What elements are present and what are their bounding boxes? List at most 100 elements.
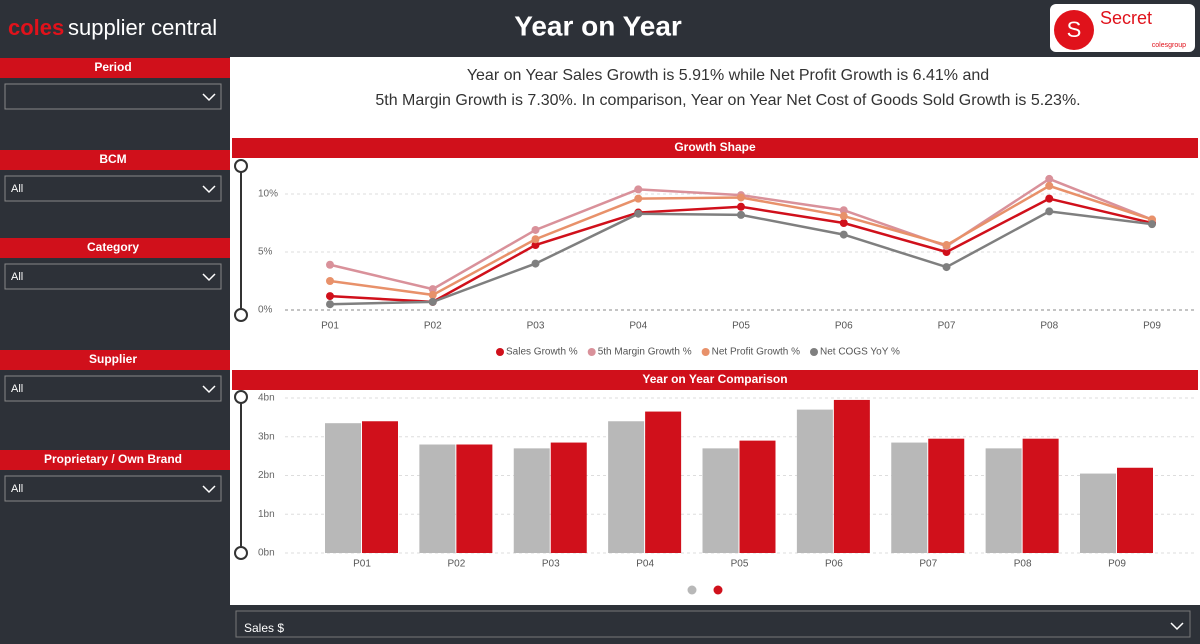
point	[531, 241, 540, 250]
point	[428, 285, 437, 294]
bar	[513, 448, 550, 553]
bar	[796, 409, 833, 553]
filter-value: All	[11, 383, 23, 395]
point	[1045, 207, 1054, 216]
point	[326, 300, 334, 309]
badge-letter: S	[1067, 17, 1082, 42]
filter-value: All	[11, 483, 23, 495]
point	[531, 225, 540, 234]
legend-label: Net COGS YoY %	[820, 347, 900, 358]
bar	[419, 444, 456, 553]
x-tick-label: P01	[321, 321, 339, 332]
bar	[739, 440, 776, 553]
slider-handle[interactable]	[234, 546, 248, 560]
filter-label: Supplier	[89, 352, 137, 366]
bar	[456, 444, 493, 553]
y-tick-label: 5%	[258, 247, 273, 258]
filter-dropdown[interactable]	[4, 263, 222, 290]
bar	[608, 421, 645, 553]
legend-label: 5th Margin Growth %	[598, 347, 692, 358]
y-tick-label: 1bn	[258, 509, 275, 520]
filter-dropdown[interactable]	[4, 375, 222, 402]
bar	[928, 438, 965, 553]
chart-title: Growth Shape	[674, 140, 756, 154]
point	[1045, 181, 1054, 190]
dropdown-arrow	[202, 93, 216, 102]
filter-header	[0, 238, 230, 258]
point	[428, 297, 437, 306]
x-tick-label: P09	[1108, 559, 1126, 570]
page-dot[interactable]	[687, 585, 697, 595]
measure-dropdown[interactable]	[235, 610, 1191, 638]
point	[634, 209, 643, 218]
point	[839, 219, 848, 227]
point	[428, 290, 437, 299]
slider-handle[interactable]	[234, 159, 248, 173]
filter-header	[0, 150, 230, 170]
dropdown-arrow	[202, 385, 216, 394]
summary: Year on Year Sales Growth is 5.91% while…	[375, 67, 1080, 109]
filter-label: Proprietary / Own Brand	[44, 452, 182, 466]
chart-header	[232, 138, 1198, 158]
page-dot-active[interactable]	[713, 585, 723, 595]
filter-value: All	[11, 271, 23, 283]
point	[942, 241, 951, 250]
filter-label: Category	[87, 240, 139, 254]
point	[839, 212, 848, 221]
x-tick-label: P08	[1014, 559, 1032, 570]
page-title: Year on Year	[514, 10, 682, 41]
point	[839, 206, 848, 215]
legend-swatch	[587, 348, 596, 356]
legend-swatch	[810, 348, 818, 356]
y-tick-label: 0%	[258, 305, 273, 316]
filter-header	[0, 58, 230, 78]
x-tick-label: P06	[825, 559, 843, 570]
point	[1045, 194, 1054, 203]
legend-label: Sales Growth %	[506, 347, 578, 358]
point	[1045, 174, 1054, 183]
point	[531, 259, 540, 268]
chart-title: Year on Year Comparison	[642, 372, 787, 386]
x-tick-label: P03	[542, 559, 560, 570]
x-tick-label: P07	[938, 321, 956, 332]
point	[326, 277, 334, 285]
brand: coles	[8, 15, 64, 40]
x-tick-label: P05	[732, 321, 750, 332]
legend-swatch	[701, 348, 710, 356]
x-tick-label: P03	[527, 321, 545, 332]
filter-dropdown[interactable]	[4, 175, 222, 202]
y-tick-label: 0bn	[258, 548, 275, 559]
x-tick-label: P06	[835, 321, 853, 332]
slider-handle[interactable]	[234, 390, 248, 404]
y-tick-label: 10%	[258, 189, 278, 200]
bar	[550, 442, 587, 553]
dropdown-arrow	[202, 273, 216, 282]
point	[737, 193, 745, 202]
measure-value: Sales $	[244, 621, 284, 635]
point	[1148, 220, 1156, 229]
filter-header	[0, 350, 230, 370]
bar	[1117, 467, 1153, 553]
filter-value: All	[11, 183, 23, 195]
point	[634, 185, 643, 194]
legend-label: Net Profit Growth %	[712, 347, 800, 358]
filter-label: Period	[94, 60, 131, 74]
point	[531, 235, 540, 244]
filter-dropdown[interactable]	[4, 83, 222, 110]
bar	[702, 448, 739, 553]
badge-group: colesgroup	[1152, 42, 1186, 49]
bar	[833, 399, 870, 553]
x-tick-label: P07	[919, 559, 937, 570]
x-tick-label: P01	[353, 559, 371, 570]
y-tick-label: 3bn	[258, 431, 275, 442]
bar	[985, 448, 1022, 553]
filter-label: BCM	[99, 152, 126, 166]
x-tick-label: P04	[636, 559, 654, 570]
x-tick-label: P09	[1143, 321, 1161, 332]
x-tick-label: P08	[1040, 321, 1058, 332]
slider-handle[interactable]	[234, 308, 248, 322]
filter-dropdown[interactable]	[4, 475, 222, 502]
bar	[645, 411, 682, 553]
